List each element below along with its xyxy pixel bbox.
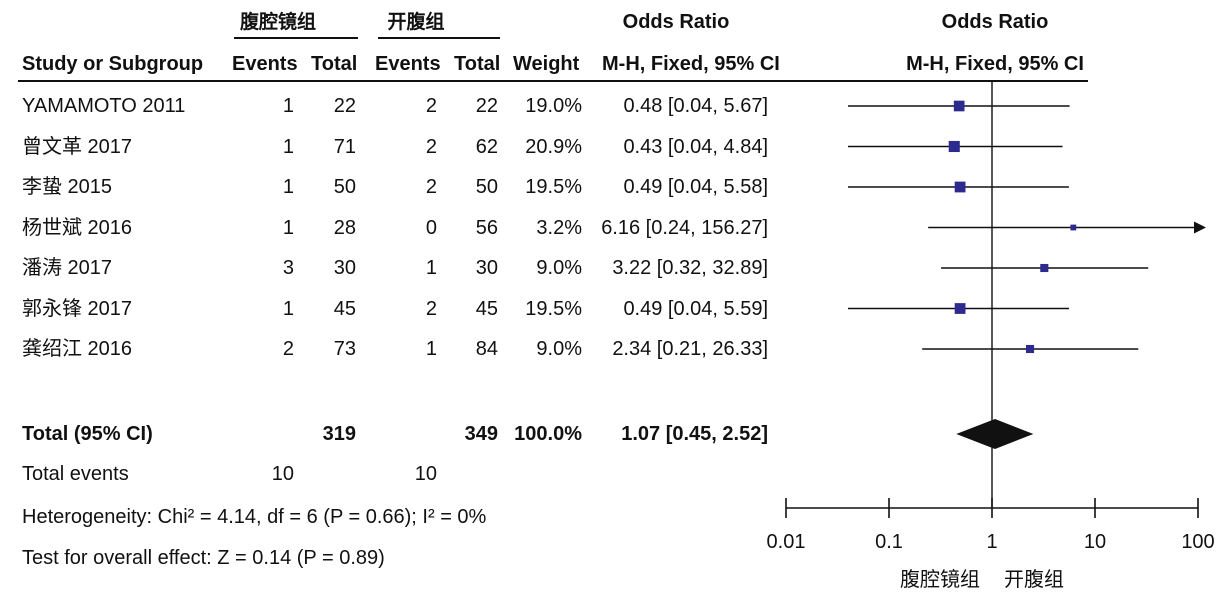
study-name: 杨世斌 2016 [22, 216, 133, 239]
col-method-plot: M-H, Fixed, 95% CI [906, 53, 1084, 75]
study-weight: 19.5% [525, 297, 582, 320]
study-total1: 45 [333, 297, 356, 320]
summary-weight: 100.0% [514, 423, 582, 445]
weight-square [1070, 224, 1077, 231]
study-events1: 1 [282, 176, 294, 198]
or-title-plot: Odds Ratio [941, 11, 1049, 33]
study-total1: 22 [333, 95, 356, 117]
study-ci: 0.48 [0.04, 5.67] [623, 95, 768, 117]
study-events1: 1 [282, 95, 294, 117]
study-events1: 3 [282, 257, 294, 279]
study-events1: 2 [282, 338, 294, 360]
study-total2: 30 [475, 257, 498, 279]
study-events1: 1 [282, 297, 294, 320]
study-events2: 2 [425, 95, 437, 117]
weight-square [948, 140, 960, 153]
group2-header: 开腹组 [387, 11, 445, 33]
heterogeneity-text: Heterogeneity: Chi² = 4.14, df = 6 (P = … [22, 506, 487, 528]
study-total2: 56 [475, 216, 498, 239]
favours-left-label: 腹腔镜组 [900, 568, 980, 591]
study-total2: 45 [475, 297, 498, 320]
group1-header: 腹腔镜组 [239, 11, 316, 33]
col-weight: Weight [513, 53, 580, 75]
summary-label: Total (95% CI) [22, 423, 153, 445]
study-name: 曾文革 2017 [22, 135, 133, 158]
study-events2: 0 [425, 216, 437, 239]
group2-underline [378, 37, 500, 39]
study-weight: 9.0% [536, 257, 582, 279]
study-events2: 2 [425, 135, 437, 158]
study-name: YAMAMOTO 2011 [22, 95, 186, 117]
x-tick-label: 0.1 [875, 531, 903, 553]
study-total1: 50 [333, 176, 356, 198]
study-name: 龚绍江 2016 [22, 338, 133, 360]
col-total2: Total [454, 53, 501, 75]
study-total1: 71 [333, 135, 356, 158]
study-weight: 3.2% [536, 216, 582, 239]
x-tick-label: 100 [1181, 531, 1214, 553]
study-total1: 73 [333, 338, 356, 360]
study-ci: 2.34 [0.21, 26.33] [612, 338, 768, 360]
study-name: 郭永锋 2017 [22, 297, 133, 320]
x-tick-label: 0.01 [767, 531, 806, 553]
study-ci: 3.22 [0.32, 32.89] [612, 257, 768, 279]
study-ci: 6.16 [0.24, 156.27] [601, 216, 768, 239]
study-weight: 9.0% [536, 338, 582, 360]
study-total1: 30 [333, 257, 356, 279]
study-weight: 19.5% [525, 176, 582, 198]
study-weight: 19.0% [525, 95, 582, 117]
study-ci: 0.43 [0.04, 4.84] [623, 135, 768, 158]
summary-total1: 319 [322, 423, 356, 445]
study-ci: 0.49 [0.04, 5.59] [623, 297, 768, 320]
study-total2: 62 [475, 135, 498, 158]
col-events2: Events [375, 53, 441, 75]
col-events1: Events [232, 53, 298, 75]
study-events2: 1 [425, 338, 437, 360]
col-method-table: M-H, Fixed, 95% CI [602, 53, 780, 75]
group1-underline [234, 37, 358, 39]
total-events-label: Total events [22, 463, 129, 485]
header-rule [18, 80, 1088, 82]
favours-right-label: 开腹组 [1004, 568, 1064, 591]
study-weight: 20.9% [525, 135, 582, 158]
study-name: 李蛰 2015 [22, 176, 113, 198]
weight-square [954, 181, 966, 193]
study-total2: 50 [475, 176, 498, 198]
total-events1: 10 [271, 463, 294, 485]
col-total1: Total [311, 53, 358, 75]
study-events1: 1 [282, 216, 294, 239]
x-tick-label: 1 [986, 531, 997, 553]
study-total1: 28 [333, 216, 356, 239]
weight-square [1025, 344, 1035, 354]
ci-arrow [1194, 221, 1206, 234]
study-events2: 2 [425, 176, 437, 198]
summary-ci: 1.07 [0.45, 2.52] [621, 423, 768, 445]
weight-square [953, 100, 965, 112]
total-events2: 10 [414, 463, 437, 485]
weight-square [954, 303, 966, 314]
study-ci: 0.49 [0.04, 5.58] [623, 176, 768, 198]
weight-square [1040, 263, 1049, 273]
col-study: Study or Subgroup [22, 53, 204, 75]
or-title-table: Odds Ratio [622, 11, 730, 33]
study-total2: 22 [475, 95, 498, 117]
overall-effect-text: Test for overall effect: Z = 0.14 (P = 0… [22, 547, 385, 569]
study-name: 潘涛 2017 [22, 257, 113, 279]
pooled-diamond [956, 419, 1034, 449]
summary-total2: 349 [464, 423, 498, 445]
study-events2: 2 [425, 297, 437, 320]
study-events1: 1 [282, 135, 294, 158]
study-events2: 1 [425, 257, 437, 279]
x-tick-label: 10 [1084, 531, 1106, 553]
study-total2: 84 [475, 338, 498, 360]
